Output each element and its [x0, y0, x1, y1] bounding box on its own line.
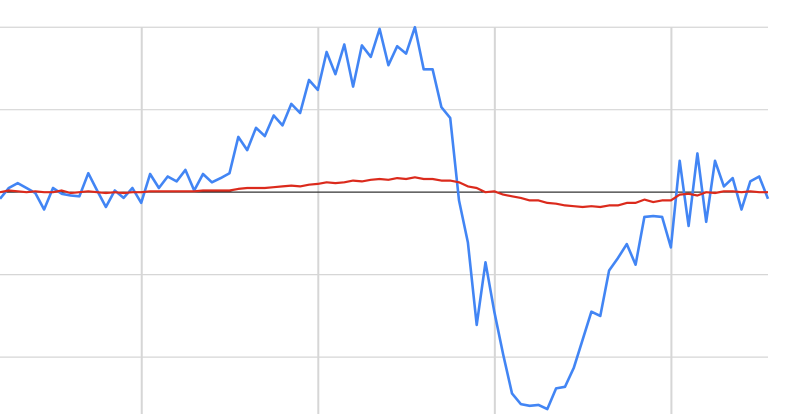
gridlines: [0, 26, 768, 414]
series-line-2: [0, 176, 768, 209]
series-lines: [0, 25, 770, 411]
series-line-1: [0, 25, 770, 411]
